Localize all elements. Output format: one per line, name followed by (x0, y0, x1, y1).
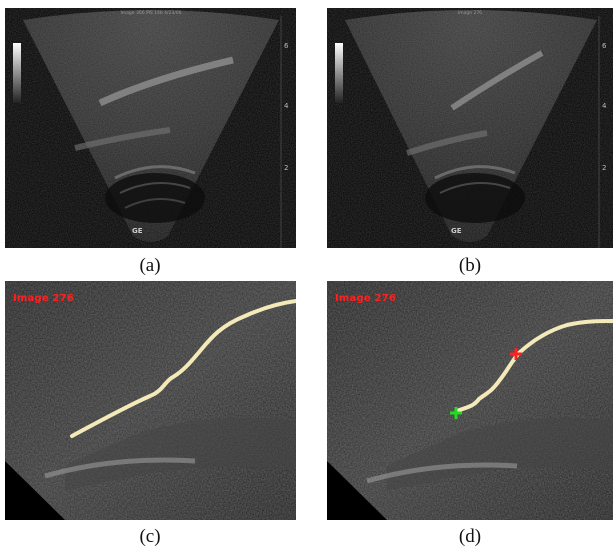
caption-d: (d) (458, 526, 482, 547)
zoomed-ultrasound-image-d (327, 281, 613, 520)
depth-tick-4: 4 (284, 102, 289, 110)
ge-logo: GE (132, 227, 143, 235)
green-cross-marker (450, 407, 462, 419)
depth-tick-6: 6 (284, 42, 289, 50)
depth-tick-2: 2 (602, 164, 606, 172)
ultrasound-fan-image-b: 6 4 2 Image 276 GE (335, 10, 607, 248)
ge-logo: GE (451, 227, 462, 235)
image-header-text: Image 366 MS 14b 4/23/06 (120, 10, 181, 16)
wall-trace-line (455, 319, 613, 413)
depth-tick-6: 6 (602, 42, 607, 50)
wall-trace-line (70, 299, 296, 438)
grayscale-bar (335, 43, 343, 103)
grayscale-bar (13, 43, 21, 103)
image-label: Image 276 (13, 293, 74, 304)
depth-tick-2: 2 (284, 164, 288, 172)
ultrasound-panel-b: 6 4 2 Image 276 GE (327, 8, 613, 248)
image-header-text: Image 276 (458, 10, 482, 16)
zoomed-ultrasound-image-c (5, 281, 296, 520)
image-label: Image 276 (335, 293, 396, 304)
ultrasound-panel-d: Image 276 (327, 281, 613, 520)
ultrasound-panel-c: Image 276 (5, 281, 296, 520)
caption-b: (b) (458, 255, 482, 276)
red-cross-marker (510, 348, 522, 360)
caption-c: (c) (139, 526, 161, 547)
caption-a: (a) (139, 255, 161, 276)
ultrasound-panel-a: 6 4 2 Image 366 MS 14b 4/23/06 GE (5, 8, 296, 248)
depth-tick-4: 4 (602, 102, 607, 110)
ultrasound-fan-image-a: 6 4 2 Image 366 MS 14b 4/23/06 GE (13, 10, 289, 248)
